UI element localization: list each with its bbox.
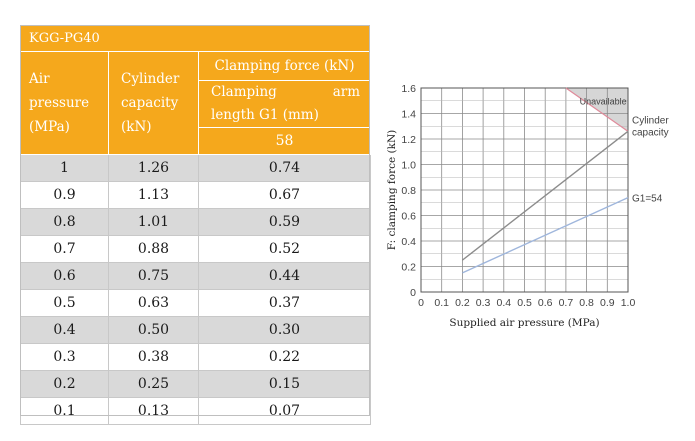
spec-table: KGG-PG40 Air pressure (MPa) Cylinder cap… — [20, 25, 371, 425]
y-tick-label: 0.8 — [401, 185, 416, 197]
x-tick-label: 0 — [418, 297, 424, 309]
y-tick-label: 1.6 — [401, 83, 416, 95]
y-tick-label: 1.2 — [401, 134, 416, 146]
cylinder-capacity-line — [461, 130, 629, 261]
y-axis-label: F: clamping force (kN) — [386, 130, 398, 251]
header-clamping-force: Clamping force (kN) — [198, 51, 371, 81]
unavailable-label: Unavailable — [580, 97, 627, 107]
table-row: 1 1.26 0.74 — [20, 154, 371, 182]
table-row: 0.2 0.25 0.15 — [20, 370, 371, 398]
y-tick-label: 0.2 — [401, 262, 416, 274]
x-tick-label: 0.9 — [600, 297, 615, 309]
table-title: KGG-PG40 — [20, 25, 371, 52]
table-row: 0.9 1.13 0.67 — [20, 181, 371, 209]
table-row: 0.1 0.13 0.07 — [20, 397, 371, 425]
x-tick-label: 1.0 — [621, 297, 636, 309]
table-row: 0.5 0.63 0.37 — [20, 289, 371, 317]
x-axis-label: Supplied air pressure (MPa) — [449, 317, 599, 329]
y-tick-label: 1.0 — [401, 160, 416, 172]
x-tick-label: 0.4 — [496, 297, 511, 309]
cylinder-capacity-label-2: capacity — [632, 128, 669, 139]
g1-label: G1=54 — [632, 194, 663, 205]
table-row: 0.6 0.75 0.44 — [20, 262, 371, 290]
x-tick-label: 0.7 — [559, 297, 574, 309]
y-tick-label: 1.4 — [401, 109, 416, 121]
table-row: 0.7 0.88 0.52 — [20, 235, 371, 263]
header-arm-length: Clamping arm length G1 (mm) — [198, 80, 371, 128]
y-tick-label: 0.6 — [401, 211, 416, 223]
x-tick-label: 0.8 — [579, 297, 594, 309]
plot-frame — [420, 87, 629, 293]
x-tick-label: 0.2 — [455, 297, 470, 309]
unavailable-boundary — [565, 87, 629, 132]
header-cylinder-capacity: Cylinder capacity (kN) — [108, 51, 199, 155]
x-tick-label: 0.1 — [434, 297, 449, 309]
x-tick-label: 0.6 — [538, 297, 553, 309]
y-tick-label: 0.4 — [401, 236, 416, 248]
y-tick-label: 0 — [410, 287, 416, 299]
table-row: 0.4 0.50 0.30 — [20, 316, 371, 344]
x-tick-label: 0.3 — [476, 297, 491, 309]
g1-line — [462, 197, 629, 274]
x-tick-label: 0.5 — [517, 297, 532, 309]
cylinder-capacity-label: Cylinder — [632, 116, 669, 127]
header-arm-value: 58 — [198, 127, 371, 155]
